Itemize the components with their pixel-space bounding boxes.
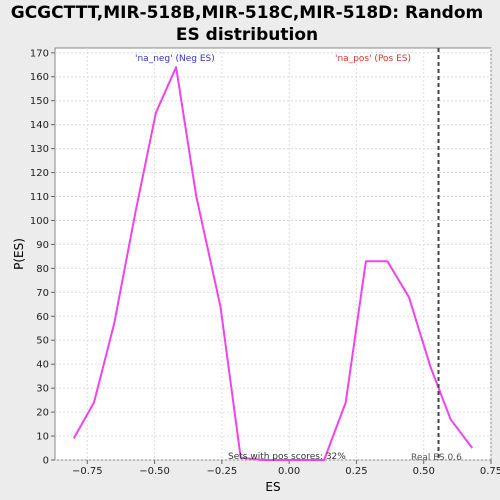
y-tick-label: 60: [36, 312, 49, 323]
y-tick-label: 120: [30, 168, 49, 179]
x-tick-label: −0.50: [139, 466, 170, 477]
x-tick-label: 0.25: [345, 466, 367, 477]
pos-scores-label: Sets with pos scores: 32%: [228, 452, 346, 462]
y-tick-label: 160: [30, 72, 49, 83]
y-tick-label: 140: [30, 120, 49, 131]
chart-title-line-1: GCGCTTT,MIR-518B,MIR-518C,MIR-518D: Rand…: [11, 3, 484, 23]
y-tick-label: 100: [30, 216, 49, 227]
y-tick-label: 0: [43, 456, 49, 467]
gridlines: [55, 48, 492, 461]
y-tick-label: 110: [30, 192, 49, 203]
x-axis-label: ES: [265, 480, 280, 494]
neg-es-label: 'na_neg' (Neg ES): [135, 54, 215, 64]
x-tick-label: −0.75: [72, 466, 103, 477]
y-tick-label: 20: [36, 408, 49, 419]
y-tick-label: 30: [36, 384, 49, 395]
x-tick-label: 0.00: [278, 466, 300, 477]
y-tick-label: 150: [30, 96, 49, 107]
series-line: [72, 66, 473, 461]
x-axis-ticks: −0.75 −0.50 −0.25 0.00 0.25 0.50 0.75: [72, 460, 500, 477]
x-tick-label: 0.75: [480, 466, 500, 477]
y-tick-label: 70: [36, 288, 49, 299]
y-tick-label: 130: [30, 144, 49, 155]
plot-area: [54, 47, 492, 461]
y-tick-label: 170: [30, 48, 49, 59]
y-tick-label: 50: [36, 336, 49, 347]
pos-es-label: 'na_pos' (Pos ES): [335, 54, 411, 64]
chart-title-line-2: ES distribution: [176, 25, 318, 45]
y-tick-label: 40: [36, 360, 49, 371]
y-axis-ticks: 0 10 20 30 40 50 60 70 80 90 100 110 120 130 140 150 160…: [30, 48, 55, 467]
real-es-label: Real ES 0.6: [411, 453, 462, 463]
y-tick-label: 80: [36, 264, 49, 275]
y-tick-label: 10: [36, 432, 49, 443]
x-tick-label: 0.50: [413, 466, 435, 477]
series-group: [72, 66, 473, 461]
y-tick-label: 90: [36, 240, 49, 251]
y-axis-label: P(ES): [12, 238, 26, 270]
x-tick-label: −0.25: [207, 466, 238, 477]
